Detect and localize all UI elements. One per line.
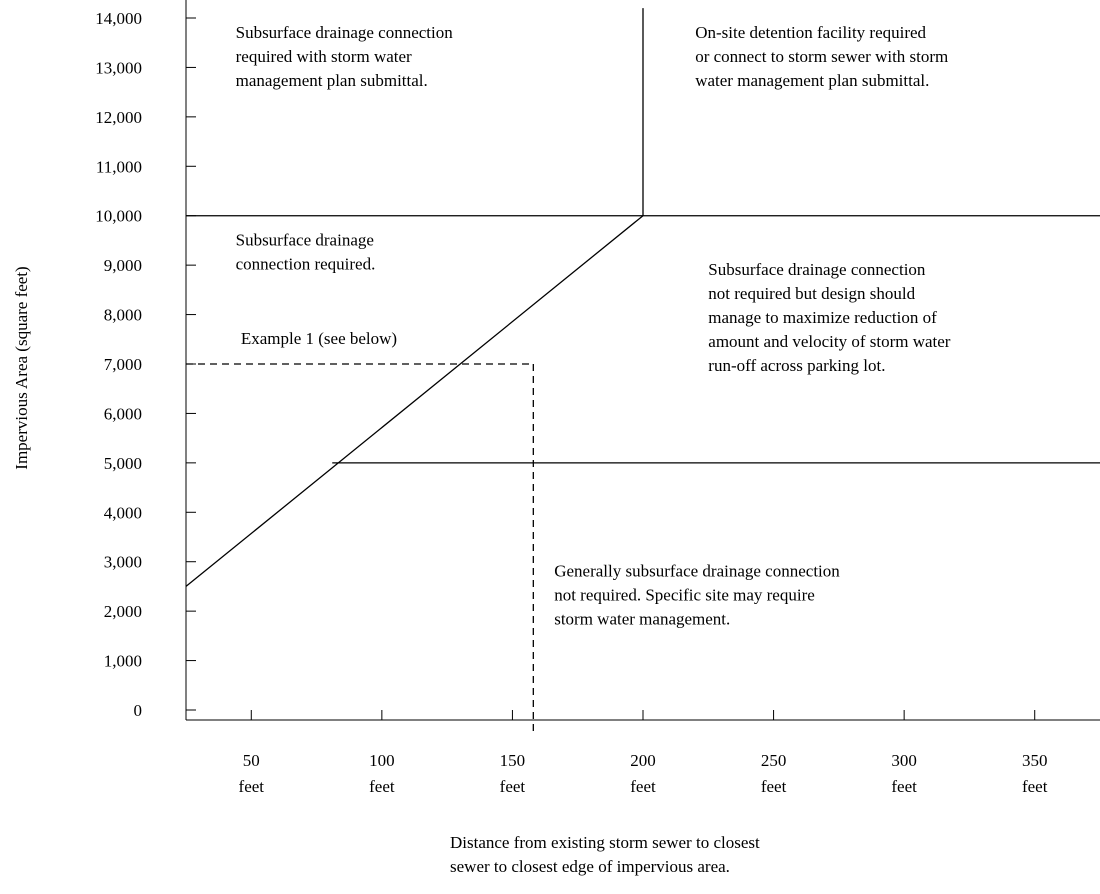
annotation-line: run-off across parking lot. (708, 356, 885, 375)
y-tick-label: 14,000 (95, 9, 142, 28)
x-tick-label: 300 (891, 751, 917, 770)
y-tick-label: 8,000 (104, 306, 142, 325)
y-axis-title: Impervious Area (square feet) (12, 266, 31, 469)
annotation-line: or connect to storm sewer with storm (695, 47, 948, 66)
axes: 0 1,000 2,000 3,000 4,000 5,000 6,000 7,000 8,00… (95, 0, 1100, 796)
x-tick-label: 150 (500, 751, 526, 770)
y-tick-label: 2,000 (104, 602, 142, 621)
y-tick-label: 5,000 (104, 454, 142, 473)
boundary-lines (185, 8, 1100, 735)
diagonal-boundary-line (185, 215, 644, 587)
y-tick-label: 10,000 (95, 207, 142, 226)
annotation-line: required with storm water (236, 47, 412, 66)
example-label: Example 1 (see below) (241, 329, 397, 348)
y-tick-label: 9,000 (104, 256, 142, 275)
x-tick-label: 250 (761, 751, 787, 770)
annotation-line: Example 1 (see below) (241, 329, 397, 348)
x-tick-label: 100 (369, 751, 395, 770)
region-middle-right: Subsurface drainage connection not requir… (708, 260, 951, 375)
annotation-line: connection required. (236, 254, 376, 273)
annotation-line: Subsurface drainage (236, 230, 374, 249)
y-tick-label: 13,000 (95, 58, 142, 77)
x-tick-unit: feet (630, 777, 656, 796)
x-tick-unit: feet (369, 777, 395, 796)
annotation-line: On-site detention facility required (695, 23, 926, 42)
y-tick-label: 12,000 (95, 108, 142, 127)
annotation-line: water management plan submittal. (695, 71, 929, 90)
annotation-line: manage to maximize reduction of (708, 308, 937, 327)
x-tick-unit: feet (1022, 777, 1048, 796)
annotation-line: not required. Specific site may require (554, 586, 815, 605)
y-tick-label: 1,000 (104, 652, 142, 671)
region-top-right: On-site detention facility required or co… (695, 23, 948, 90)
annotation-line: Generally subsurface drainage connection (554, 562, 840, 581)
x-axis-title-line: sewer to closest edge of impervious area… (450, 857, 730, 876)
region-middle-left: Subsurface drainage connection required. (236, 230, 376, 273)
y-tick-label: 6,000 (104, 404, 142, 423)
annotation-line: amount and velocity of storm water (708, 332, 951, 351)
region-bottom-right: Generally subsurface drainage connection… (554, 562, 840, 629)
y-tick-label: 7,000 (104, 355, 142, 374)
annotation-line: storm water management. (554, 610, 730, 629)
region-top-left: Subsurface drainage connection required w… (236, 23, 454, 90)
y-tick-label: 4,000 (104, 503, 142, 522)
annotation-line: not required but design should (708, 284, 915, 303)
x-tick-unit: feet (761, 777, 787, 796)
annotation-line: Subsurface drainage connection (708, 260, 926, 279)
y-tick-label: 0 (134, 701, 143, 720)
x-tick-unit: feet (891, 777, 917, 796)
annotation-line: Subsurface drainage connection (236, 23, 454, 42)
x-tick-label: 200 (630, 751, 656, 770)
y-tick-label: 11,000 (96, 157, 142, 176)
y-tick-label: 3,000 (104, 553, 142, 572)
region-annotations: Subsurface drainage connection required w… (236, 23, 951, 629)
x-tick-label: 350 (1022, 751, 1048, 770)
annotation-line: management plan submittal. (236, 71, 428, 90)
x-tick-label: 50 (243, 751, 260, 770)
x-tick-unit: feet (500, 777, 526, 796)
axis-titles: Impervious Area (square feet) Distance fr… (12, 266, 760, 876)
x-axis-title-line: Distance from existing storm sewer to cl… (450, 833, 760, 852)
x-tick-unit: feet (239, 777, 265, 796)
